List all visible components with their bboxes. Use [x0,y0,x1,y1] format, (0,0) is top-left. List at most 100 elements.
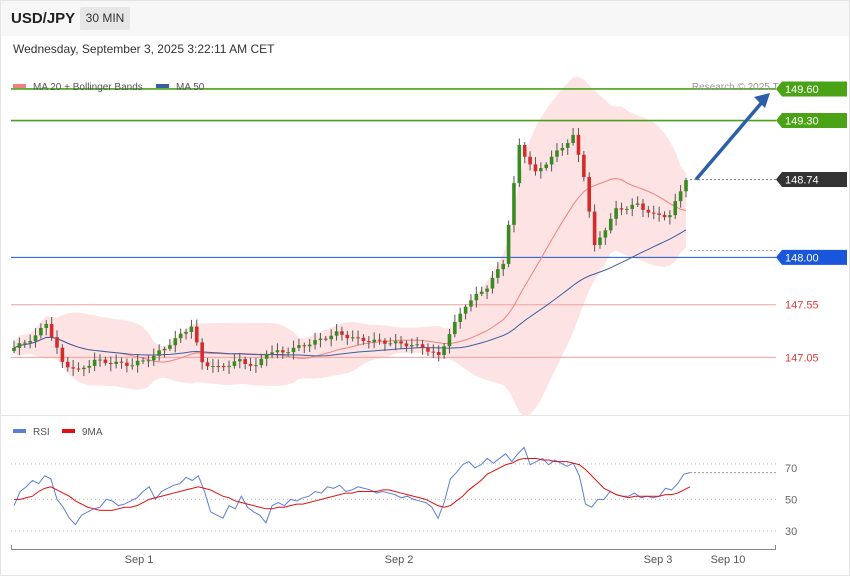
candle [157,344,161,361]
candle [318,332,323,348]
candle [114,354,118,369]
candle [625,206,629,215]
candle [635,196,640,207]
candle-body [216,366,221,368]
x-tick-label: Sep 10 [711,554,746,566]
candle-body [533,164,538,172]
candle-body [474,293,479,301]
candle [39,323,43,339]
candle-body [87,365,92,368]
candle-body [367,340,371,343]
rsi-tick-label: 50 [785,494,797,506]
candle-body [345,334,350,339]
candle-body [625,208,629,210]
candle-body [286,352,290,354]
candle [485,285,489,299]
candle-body [539,168,543,172]
candle [657,206,661,222]
candle [211,358,215,373]
candle-body [141,360,145,362]
candle-body [662,214,667,218]
candle-body [281,350,285,353]
candle [286,347,290,357]
candle [410,338,414,354]
candle [151,348,156,367]
candle-body [399,341,403,344]
candle-body [168,345,172,349]
rsi-legend-label: 9MA [82,427,103,438]
level-label-148.74: 148.74 [785,174,819,186]
candle [168,339,172,351]
candle-body [76,368,81,370]
candle-body [641,203,645,210]
candle-body [592,211,597,245]
candle [684,177,688,198]
candle-body [28,340,32,343]
candle-body [608,218,613,231]
candle-body [458,313,463,322]
candle-body [469,300,473,307]
legend-label: MA 50 [176,82,205,93]
candle-body [522,145,527,157]
candle [324,335,328,342]
candle-body [237,359,242,362]
candle-body [55,337,59,348]
candle [92,352,97,372]
level-tag-148.00 [776,249,847,265]
candle-body [98,359,102,361]
candle [619,202,624,216]
candle [82,365,86,377]
candle [291,340,296,360]
candle-body [571,134,575,143]
candle-body [630,204,635,209]
candle [431,344,436,359]
level-label-148.00: 148.00 [785,252,819,264]
candle-body [415,344,419,346]
rsi-legend-swatch [62,429,75,433]
candle-body [651,212,656,214]
candle-body [668,215,672,218]
candle [420,339,425,355]
candle-body [549,156,554,165]
candle [560,143,565,156]
candle-body [227,365,231,367]
candle-body [340,331,344,335]
candle-body [356,337,360,339]
candle-body [49,323,54,338]
candle-body [291,347,296,353]
candle [162,346,167,358]
candle [232,353,237,369]
candle [189,319,194,339]
candle-body [684,180,688,192]
candle-body [555,150,559,157]
candle [555,143,559,162]
candle-body [426,347,430,352]
candle-body [442,346,446,355]
legend-swatch [13,84,26,88]
candle [329,329,333,347]
candle [565,139,570,155]
candle-body [178,333,183,339]
candle-body [275,350,280,353]
candle [447,328,452,354]
candle-body [393,341,398,344]
candle [216,359,221,373]
timeframe-button[interactable]: 30 MIN [80,7,130,30]
candle-body [388,343,393,345]
candle-body [108,363,113,365]
candle [103,356,108,366]
candle [275,343,280,359]
candle [479,286,484,297]
candle [237,353,242,369]
level-label-147.55: 147.55 [785,300,819,312]
candle [49,316,54,341]
candle-body [431,351,436,353]
candle-body [125,362,129,366]
candle-body [194,326,199,343]
candle-body [410,345,414,347]
candle [614,200,618,226]
candle-body [157,350,161,356]
candle [517,138,522,187]
rsi-tick-label: 70 [785,463,797,475]
